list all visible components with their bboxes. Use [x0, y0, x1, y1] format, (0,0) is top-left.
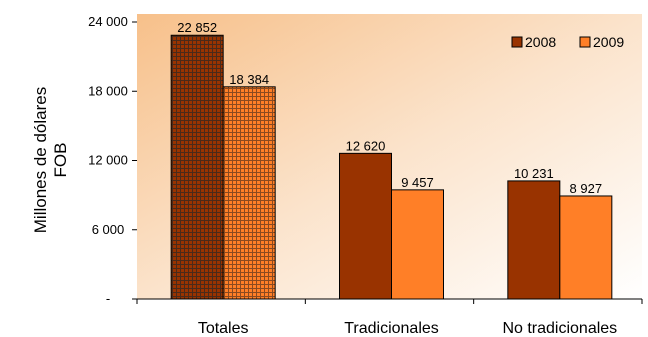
y-tick-label: 6 000: [92, 222, 125, 237]
data-label: 12 620: [346, 138, 386, 153]
data-label: 8 927: [570, 181, 603, 196]
data-label: 9 457: [401, 175, 434, 190]
y-axis-label: Millones de dólares FOB: [31, 87, 70, 233]
x-axis: [136, 298, 643, 304]
category-label: Tradicionales: [344, 320, 439, 337]
bar-2009-no-tradicionales: [559, 195, 613, 300]
y-tick-label: 12 000: [88, 153, 128, 168]
legend-label-2009: 2009: [593, 34, 624, 50]
data-label: 22 852: [177, 20, 217, 35]
bar-2008-no-tradicionales: [507, 180, 561, 300]
y-tick-label: 24 000: [88, 14, 128, 29]
data-labels: 22 852 18 384 12 620 9 457 10 231 8 927: [177, 20, 602, 196]
legend-swatch-2008: [511, 36, 523, 48]
bar-2009-tradicionales: [391, 189, 444, 300]
legend-swatch-2009: [579, 36, 591, 48]
category-labels: Totales Tradicionales No tradicionales: [198, 320, 617, 337]
y-axis-label-line: FOB: [51, 143, 70, 178]
y-axis-ticks: - 6 000 12 000 18 000 24 000: [88, 14, 137, 306]
bars: [170, 34, 613, 300]
legend: 2008 2009: [511, 34, 624, 50]
category-label: Totales: [198, 320, 249, 337]
y-tick-label: -: [106, 291, 110, 306]
bar-2009-totales: [222, 86, 276, 300]
bar-2008-tradicionales: [339, 152, 392, 300]
bar-2008-totales: [170, 34, 224, 300]
legend-label-2008: 2008: [525, 34, 556, 50]
data-label: 10 231: [514, 166, 554, 181]
data-label: 18 384: [229, 72, 269, 87]
y-axis-label-line: Millones de dólares: [31, 87, 50, 233]
y-tick-label: 18 000: [88, 83, 128, 98]
category-label: No tradicionales: [502, 320, 617, 337]
